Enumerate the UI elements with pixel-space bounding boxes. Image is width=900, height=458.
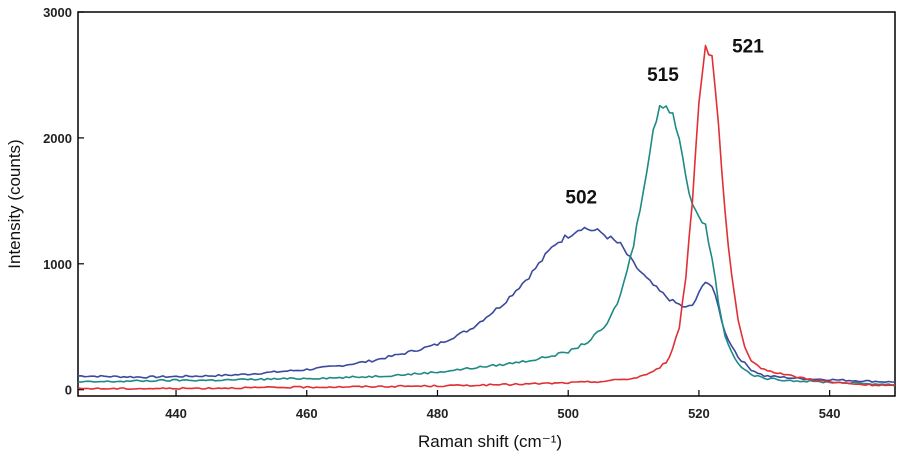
series-line-2 <box>77 104 896 386</box>
x-tick-label: 520 <box>688 406 710 421</box>
y-tick-label: 2000 <box>43 131 72 146</box>
series-line-3 <box>77 44 896 390</box>
y-tick-label: 0 <box>65 383 72 398</box>
series-group <box>77 44 896 390</box>
y-axis-ticks: 0 1000 2000 3000 <box>43 5 84 398</box>
x-tick-label: 440 <box>165 406 187 421</box>
x-tick-label: 500 <box>557 406 579 421</box>
y-tick-label: 3000 <box>43 5 72 20</box>
y-tick-label: 1000 <box>43 257 72 272</box>
x-axis-ticks: 440 460 480 500 520 540 <box>165 390 840 421</box>
peak-annotations: 502 515 521 <box>565 36 764 208</box>
x-tick-label: 540 <box>819 406 841 421</box>
peak-label-502: 502 <box>565 187 597 208</box>
y-axis-label: Intensity (counts) <box>5 139 24 268</box>
plot-frame <box>77 11 896 397</box>
peak-label-515: 515 <box>647 65 679 86</box>
x-axis-label: Raman shift (cm⁻¹) <box>418 432 562 451</box>
x-tick-label: 460 <box>296 406 318 421</box>
series-line-1 <box>77 226 896 383</box>
peak-label-521: 521 <box>732 36 764 57</box>
x-tick-label: 480 <box>427 406 449 421</box>
